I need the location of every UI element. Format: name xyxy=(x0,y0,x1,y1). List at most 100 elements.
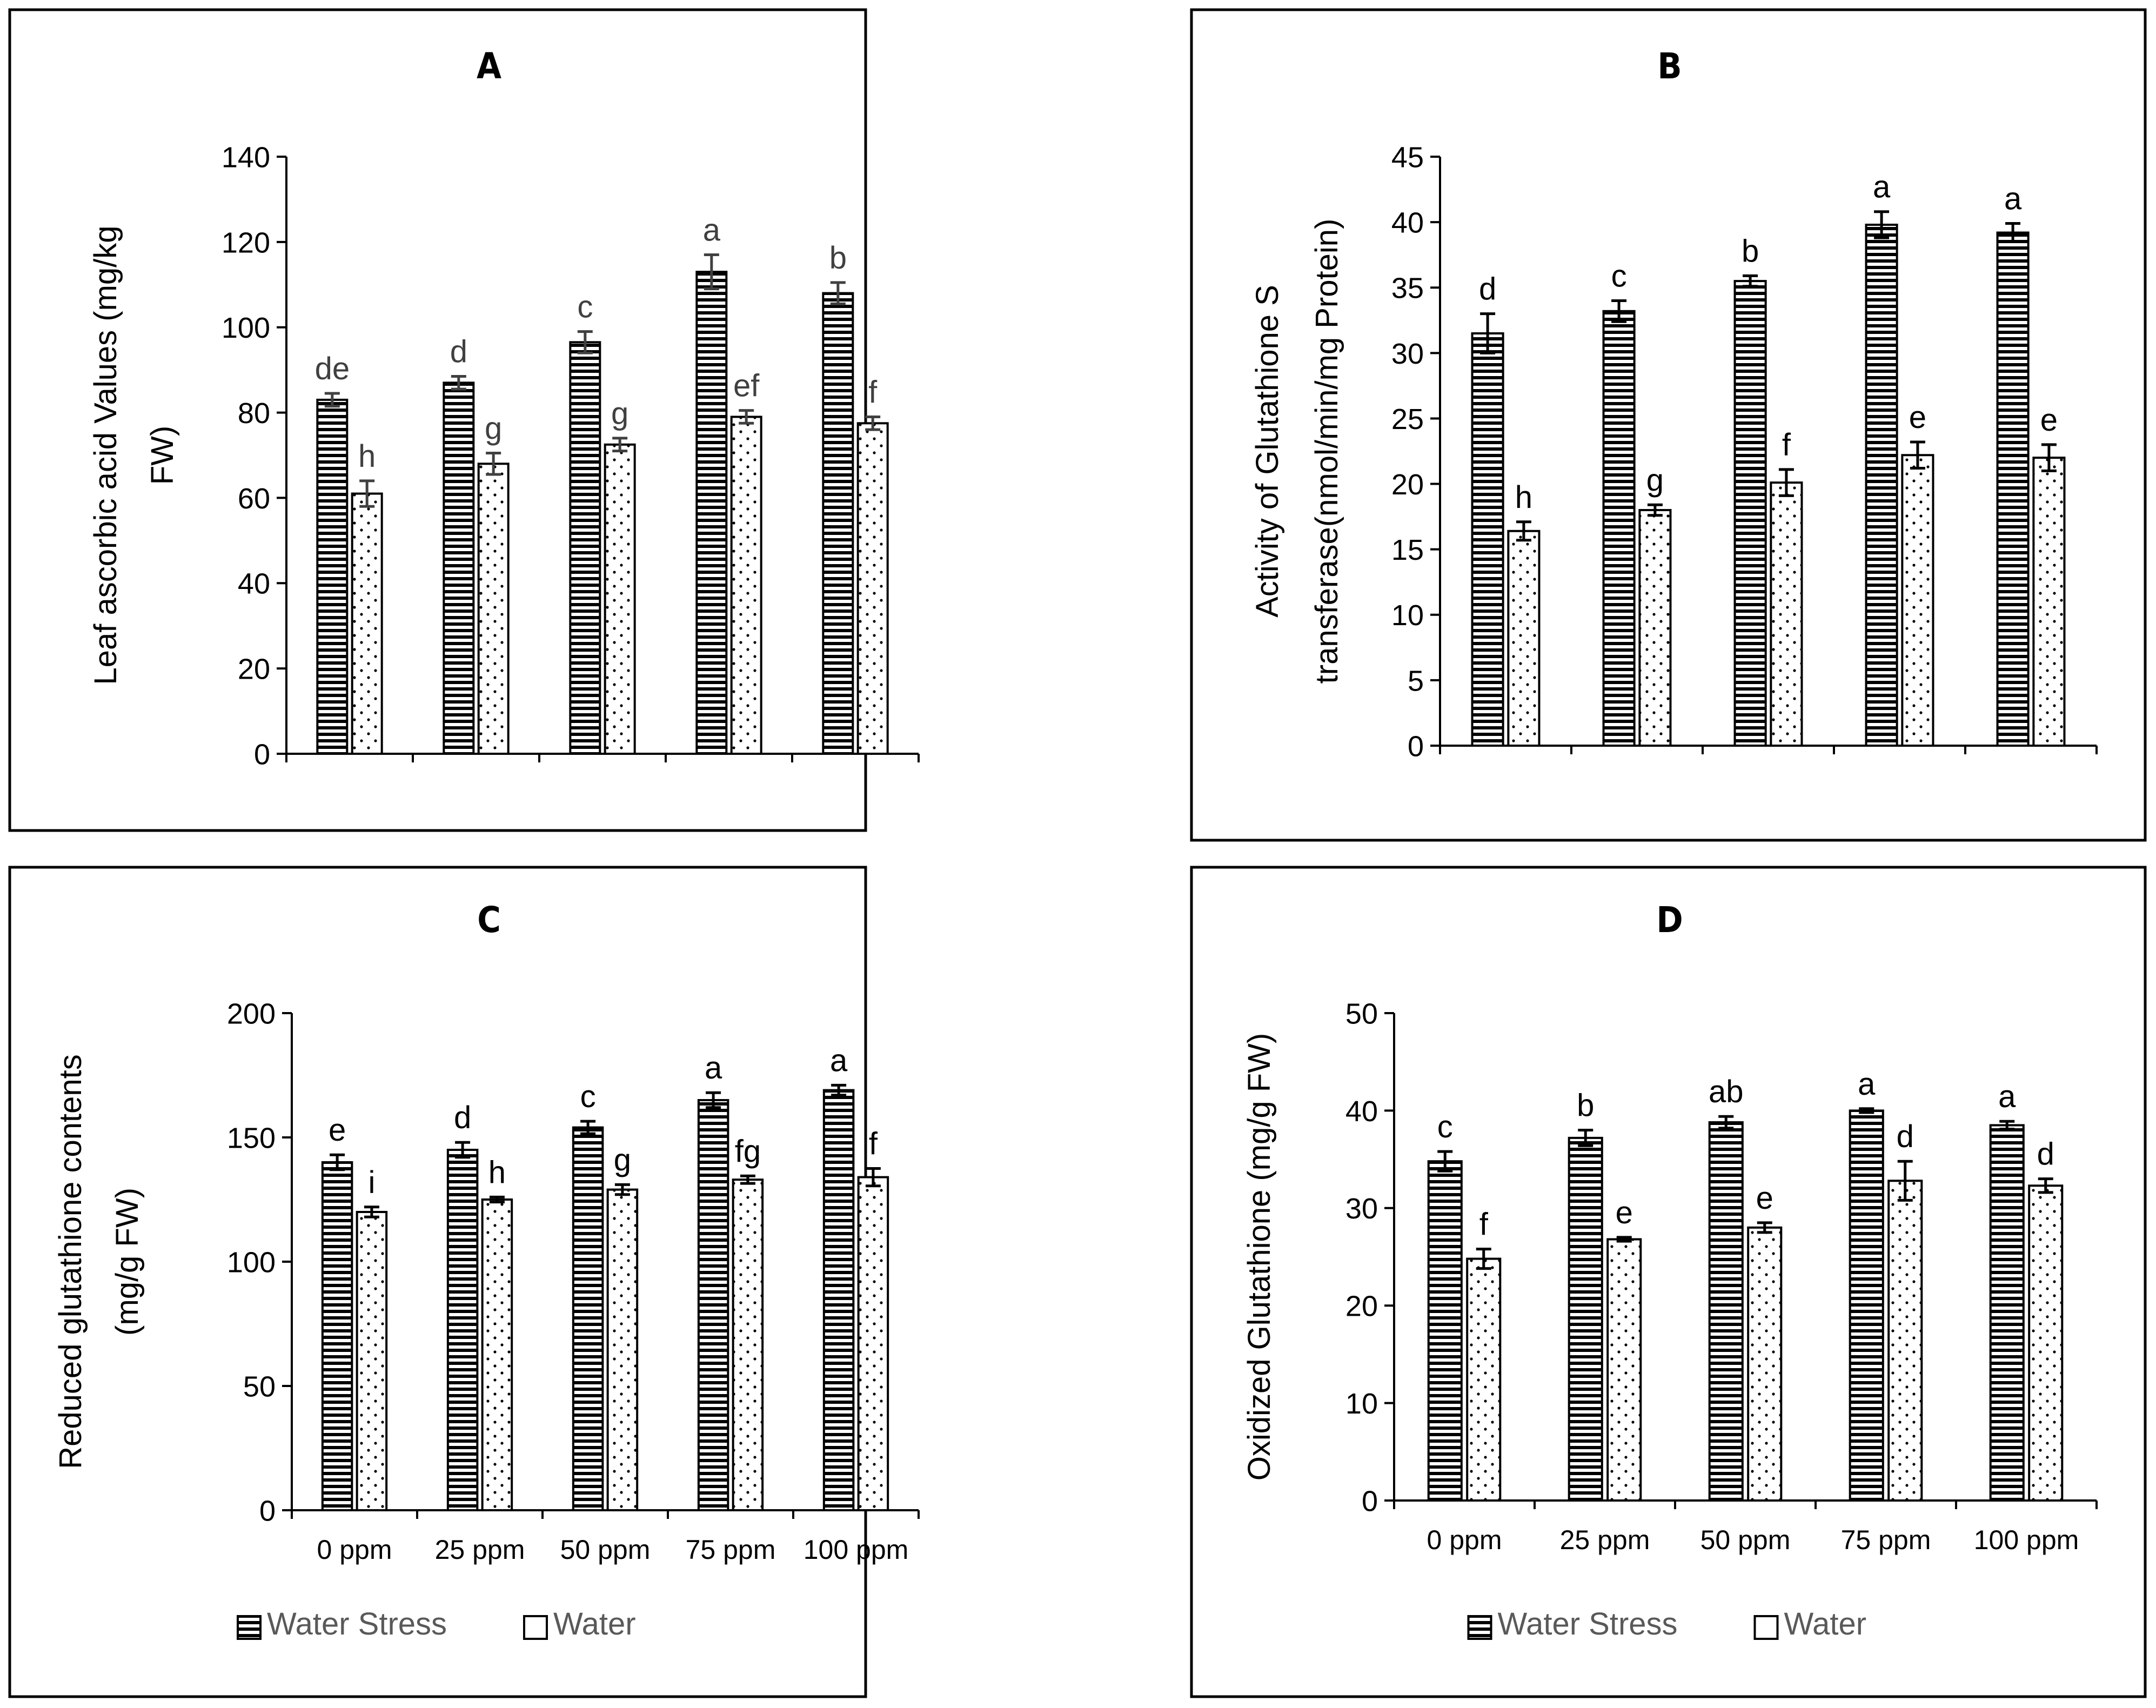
bar xyxy=(1989,1124,2025,1502)
panel-title: C xyxy=(477,899,501,941)
category-label: 0 ppm xyxy=(317,1535,392,1565)
y-tick-label: 140 xyxy=(222,141,270,173)
error-bar xyxy=(1897,1160,1913,1202)
error-bar xyxy=(614,1183,630,1196)
error-bar xyxy=(865,415,881,431)
significance-letter: d xyxy=(450,334,467,369)
significance-letter: b xyxy=(829,240,847,276)
legend-label-water-stress: Water Stress xyxy=(267,1606,447,1642)
bar xyxy=(1708,1121,1744,1502)
significance-letter: e xyxy=(329,1113,346,1148)
significance-letter: a xyxy=(1998,1079,2016,1114)
significance-letter: c xyxy=(1611,258,1627,293)
y-tick-label: 25 xyxy=(1391,403,1424,436)
error-bar xyxy=(1516,520,1531,542)
significance-letter: b xyxy=(1742,233,1759,269)
error-bar xyxy=(1757,1221,1772,1234)
bar xyxy=(695,271,728,755)
error-bar xyxy=(324,392,340,408)
y-tick-label: 10 xyxy=(1345,1388,1378,1420)
y-tick-label: 30 xyxy=(1391,338,1424,370)
error-bar xyxy=(1476,1248,1491,1270)
bar xyxy=(1887,1180,1923,1502)
bar xyxy=(1427,1160,1463,1502)
y-tick-label: 35 xyxy=(1391,272,1424,305)
panel-a: A 0 20 40 60 80 100 120 140 de d c a b h g g ef f Leaf asco… xyxy=(8,8,920,832)
bar xyxy=(1602,310,1636,747)
significance-letter: d xyxy=(1479,272,1496,307)
significance-letter: e xyxy=(1616,1195,1633,1230)
panel-frame xyxy=(1190,866,2147,1698)
y-axis-label: Oxidized Glutathione (mg/g FW) xyxy=(1242,1033,1277,1481)
error-bar xyxy=(1480,312,1496,354)
bar xyxy=(1471,332,1504,747)
y-axis-label: FW) xyxy=(145,426,180,485)
y-tick-label: 200 xyxy=(227,997,276,1030)
bar xyxy=(2028,1184,2064,1502)
bar xyxy=(443,381,475,755)
y-tick-label: 0 xyxy=(1362,1485,1378,1517)
category-label: 100 ppm xyxy=(1974,1525,2079,1555)
significance-letter: a xyxy=(2004,182,2022,217)
bar xyxy=(1507,530,1541,747)
bar xyxy=(856,422,889,755)
bar xyxy=(477,463,510,755)
bar xyxy=(606,1188,639,1512)
bar xyxy=(697,1099,729,1511)
significance-letter: e xyxy=(2040,403,2058,438)
error-bar xyxy=(2038,1177,2053,1194)
significance-letter: f xyxy=(1479,1207,1489,1242)
category-label: 50 ppm xyxy=(1700,1525,1791,1555)
bar xyxy=(1865,223,1898,747)
significance-letter: g xyxy=(485,411,502,446)
significance-letter: e xyxy=(1909,400,1926,435)
y-tick-label: 15 xyxy=(1391,534,1424,566)
significance-letter: d xyxy=(2037,1137,2054,1172)
y-tick-label: 80 xyxy=(238,397,270,430)
bar xyxy=(604,443,636,755)
y-tick-label: 0 xyxy=(254,738,270,771)
bar xyxy=(321,1161,353,1511)
error-bar xyxy=(330,1153,345,1171)
error-bar xyxy=(1778,468,1794,497)
bar xyxy=(1996,231,2030,747)
y-axis-label: Activity of Glutathione S xyxy=(1250,285,1285,618)
significance-letter: a xyxy=(1858,1067,1876,1102)
significance-letter: g xyxy=(1646,463,1664,498)
y-tick-label: 60 xyxy=(238,483,270,515)
panel-title: A xyxy=(477,45,501,87)
error-bar xyxy=(455,1141,471,1159)
error-bar xyxy=(489,1195,505,1204)
bar xyxy=(1606,1238,1642,1502)
panel-c: C 0 50 100 150 200 e d c a a i h g fg f 0 ppm 25 ppm 50 pp… xyxy=(8,866,920,1698)
bar xyxy=(446,1149,479,1511)
error-bar xyxy=(359,479,375,508)
y-tick-label: 120 xyxy=(222,226,270,259)
y-axis-label: Reduced glutathione contents xyxy=(53,1054,88,1469)
panel-title: B xyxy=(1657,45,1682,87)
category-label: 100 ppm xyxy=(804,1535,909,1565)
error-bar xyxy=(486,452,501,476)
bar xyxy=(316,398,349,755)
bar xyxy=(2032,457,2066,747)
significance-letter: d xyxy=(454,1100,471,1135)
error-bar xyxy=(1647,503,1663,517)
y-tick-label: 0 xyxy=(1408,730,1424,762)
y-tick-label: 50 xyxy=(243,1370,276,1403)
significance-letter: a xyxy=(1873,170,1891,205)
error-bar xyxy=(580,1120,596,1135)
significance-letter: e xyxy=(1756,1181,1773,1216)
panel-frame xyxy=(1190,8,2147,842)
category-label: 25 ppm xyxy=(1560,1525,1650,1555)
y-tick-label: 100 xyxy=(227,1246,276,1278)
y-tick-label: 50 xyxy=(1345,997,1378,1030)
y-axis-label: (mg/g FW) xyxy=(110,1188,145,1336)
error-bar xyxy=(1859,1107,1874,1114)
significance-letter: ef xyxy=(733,369,760,404)
error-bar xyxy=(865,1167,881,1188)
y-tick-label: 40 xyxy=(1345,1095,1378,1128)
bar xyxy=(1466,1257,1502,1502)
error-bar xyxy=(1874,210,1890,239)
y-tick-label: 20 xyxy=(1345,1290,1378,1323)
